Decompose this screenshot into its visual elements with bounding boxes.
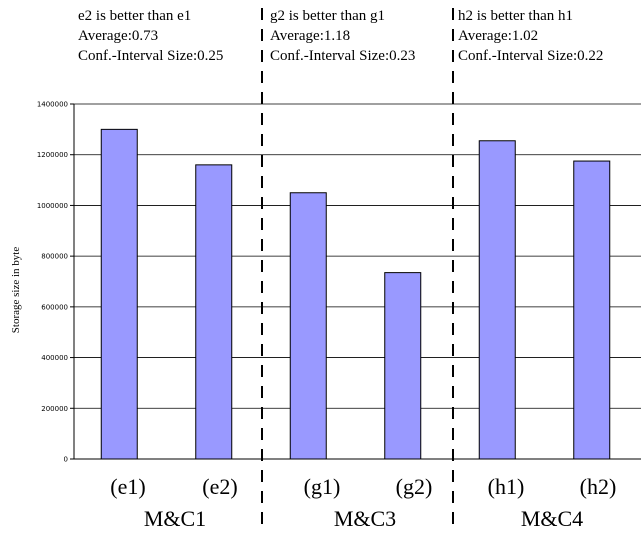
bar-h1 [478, 140, 516, 460]
annotation-h-line-3: Conf.-Interval Size:0.22 [458, 48, 604, 64]
annotation-h-line-1: h2 is better than h1 [458, 8, 573, 24]
y-tick-label: 0 [64, 456, 68, 464]
bar-g1 [289, 192, 327, 460]
category-label-g2: (g2) [395, 474, 433, 499]
y-tick-label: 800000 [41, 253, 68, 261]
bar-e2 [195, 164, 233, 460]
bar-h2 [573, 160, 611, 460]
category-label-e2: (e2) [202, 474, 238, 499]
annotation-e-line-1: e2 is better than e1 [78, 8, 192, 24]
y-tick-label: 1200000 [37, 151, 68, 159]
annotation-h: h2 is better than h1 Average:1.02 Conf.-… [458, 6, 603, 66]
group-label-mc1: M&C1 [143, 506, 207, 531]
category-label-g1: (g1) [303, 474, 341, 499]
bar-g2 [384, 272, 422, 460]
annotation-h-line-2: Average:1.02 [458, 28, 539, 44]
category-label-h1: (h1) [487, 474, 525, 499]
annotation-g-line-3: Conf.-Interval Size:0.23 [270, 48, 416, 64]
category-label-e1: (e1) [110, 474, 146, 499]
annotation-g-line-1: g2 is better than g1 [270, 8, 385, 24]
group-label-mc3: M&C3 [333, 506, 397, 531]
y-tick-label: 400000 [41, 354, 68, 362]
y-tick-label: 1000000 [37, 202, 68, 210]
bar-e1 [100, 128, 138, 460]
y-axis-label-text: Storage size in byte [10, 246, 22, 334]
y-tick-label: 200000 [41, 405, 68, 413]
annotation-e-line-3: Conf.-Interval Size:0.25 [78, 48, 224, 64]
y-axis-label: Storage size in byte [6, 210, 26, 370]
annotation-e: e2 is better than e1 Average:0.73 Conf.-… [78, 6, 223, 66]
category-label-h2: (h2) [579, 474, 617, 499]
annotation-e-line-2: Average:0.73 [78, 28, 159, 44]
y-tick-label: 600000 [41, 303, 68, 311]
annotation-g: g2 is better than g1 Average:1.18 Conf.-… [270, 6, 415, 66]
annotation-g-line-2: Average:1.18 [270, 28, 351, 44]
y-tick-label: 1400000 [37, 101, 68, 109]
group-label-mc4: M&C4 [520, 506, 584, 531]
